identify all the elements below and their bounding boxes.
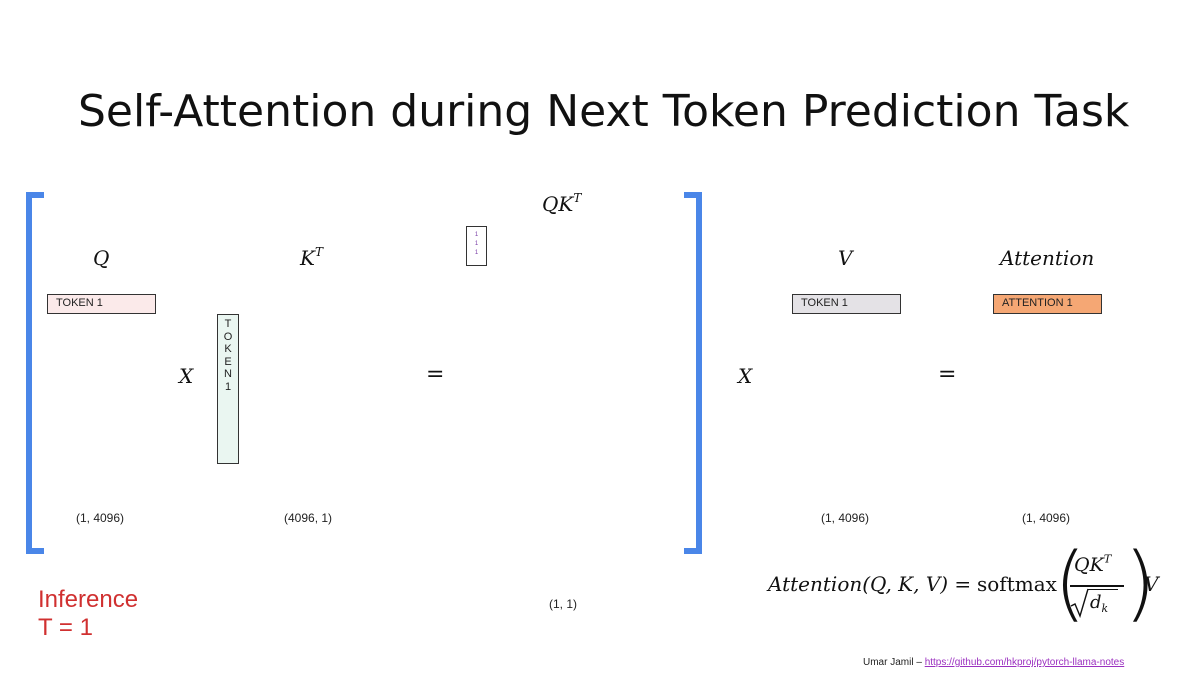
qkt-cell-value: 1 — [474, 241, 479, 247]
timestep-label: T = 1 — [38, 614, 93, 641]
equals-operator-2: = — [938, 362, 957, 387]
formula-tail: V — [1144, 572, 1159, 596]
v-token-row: TOKEN 1 — [792, 294, 901, 314]
multiply-operator-2: X — [738, 364, 753, 388]
v-label: V — [838, 246, 853, 270]
attention-dims: (1, 4096) — [1022, 511, 1071, 525]
kt-letter: T — [224, 318, 232, 330]
attention-token-label: ATTENTION 1 — [1002, 297, 1073, 309]
kt-letter: 1 — [224, 380, 232, 393]
q-dims: (1, 4096) — [76, 511, 125, 525]
kt-letter: N — [224, 368, 232, 380]
formula-numerator: QKT — [1074, 551, 1112, 576]
attention-formula: Attention(Q, K, V) = softmax ( QKT dk ) … — [768, 543, 1188, 628]
q-token-label: TOKEN 1 — [56, 297, 103, 309]
right-bracket — [684, 192, 702, 554]
formula-left-paren: ( — [1054, 536, 1086, 631]
kt-token-column: T O K E N 1 — [217, 314, 239, 464]
attention-token-row: ATTENTION 1 — [993, 294, 1102, 314]
formula-softmax: softmax — [977, 572, 1057, 596]
inference-note: Inference T = 1 — [38, 586, 138, 642]
qkt-label: QKT — [542, 191, 582, 216]
author-name: Umar Jamil – — [863, 657, 925, 668]
multiply-operator-1: X — [179, 364, 194, 388]
credit-footer: Umar Jamil – https://github.com/hkproj/p… — [863, 657, 1124, 668]
page-title: Self-Attention during Next Token Predict… — [78, 86, 1130, 137]
inference-label: Inference — [38, 586, 139, 613]
formula-right-paren: ) — [1124, 536, 1156, 631]
repo-link[interactable]: https://github.com/hkproj/pytorch-llama-… — [924, 657, 1125, 668]
kt-letter: O — [223, 330, 233, 343]
kt-letter: K — [224, 343, 232, 355]
q-label: Q — [93, 246, 110, 270]
attention-label: Attention — [1000, 246, 1095, 270]
qkt-cell-value: 1 — [474, 250, 479, 256]
formula-denominator: dk — [1090, 592, 1109, 615]
kt-dims: (4096, 1) — [284, 511, 333, 525]
q-token-row: TOKEN 1 — [47, 294, 156, 314]
formula-fraction-bar — [1070, 585, 1124, 587]
left-bracket — [26, 192, 44, 554]
formula-lhs: Attention(Q, K, V) = — [768, 572, 972, 596]
qkt-cell: 1 1 1 — [466, 226, 487, 266]
equals-operator-1: = — [426, 362, 445, 387]
v-dims: (1, 4096) — [821, 511, 870, 525]
v-token-label: TOKEN 1 — [801, 297, 848, 309]
sqrt-icon — [1070, 588, 1089, 618]
kt-label: KT — [300, 245, 323, 270]
qkt-dims: (1, 1) — [549, 597, 578, 611]
qkt-cell-value: 1 — [474, 232, 479, 238]
kt-letter: E — [224, 355, 232, 368]
sqrt-overbar — [1088, 589, 1118, 591]
